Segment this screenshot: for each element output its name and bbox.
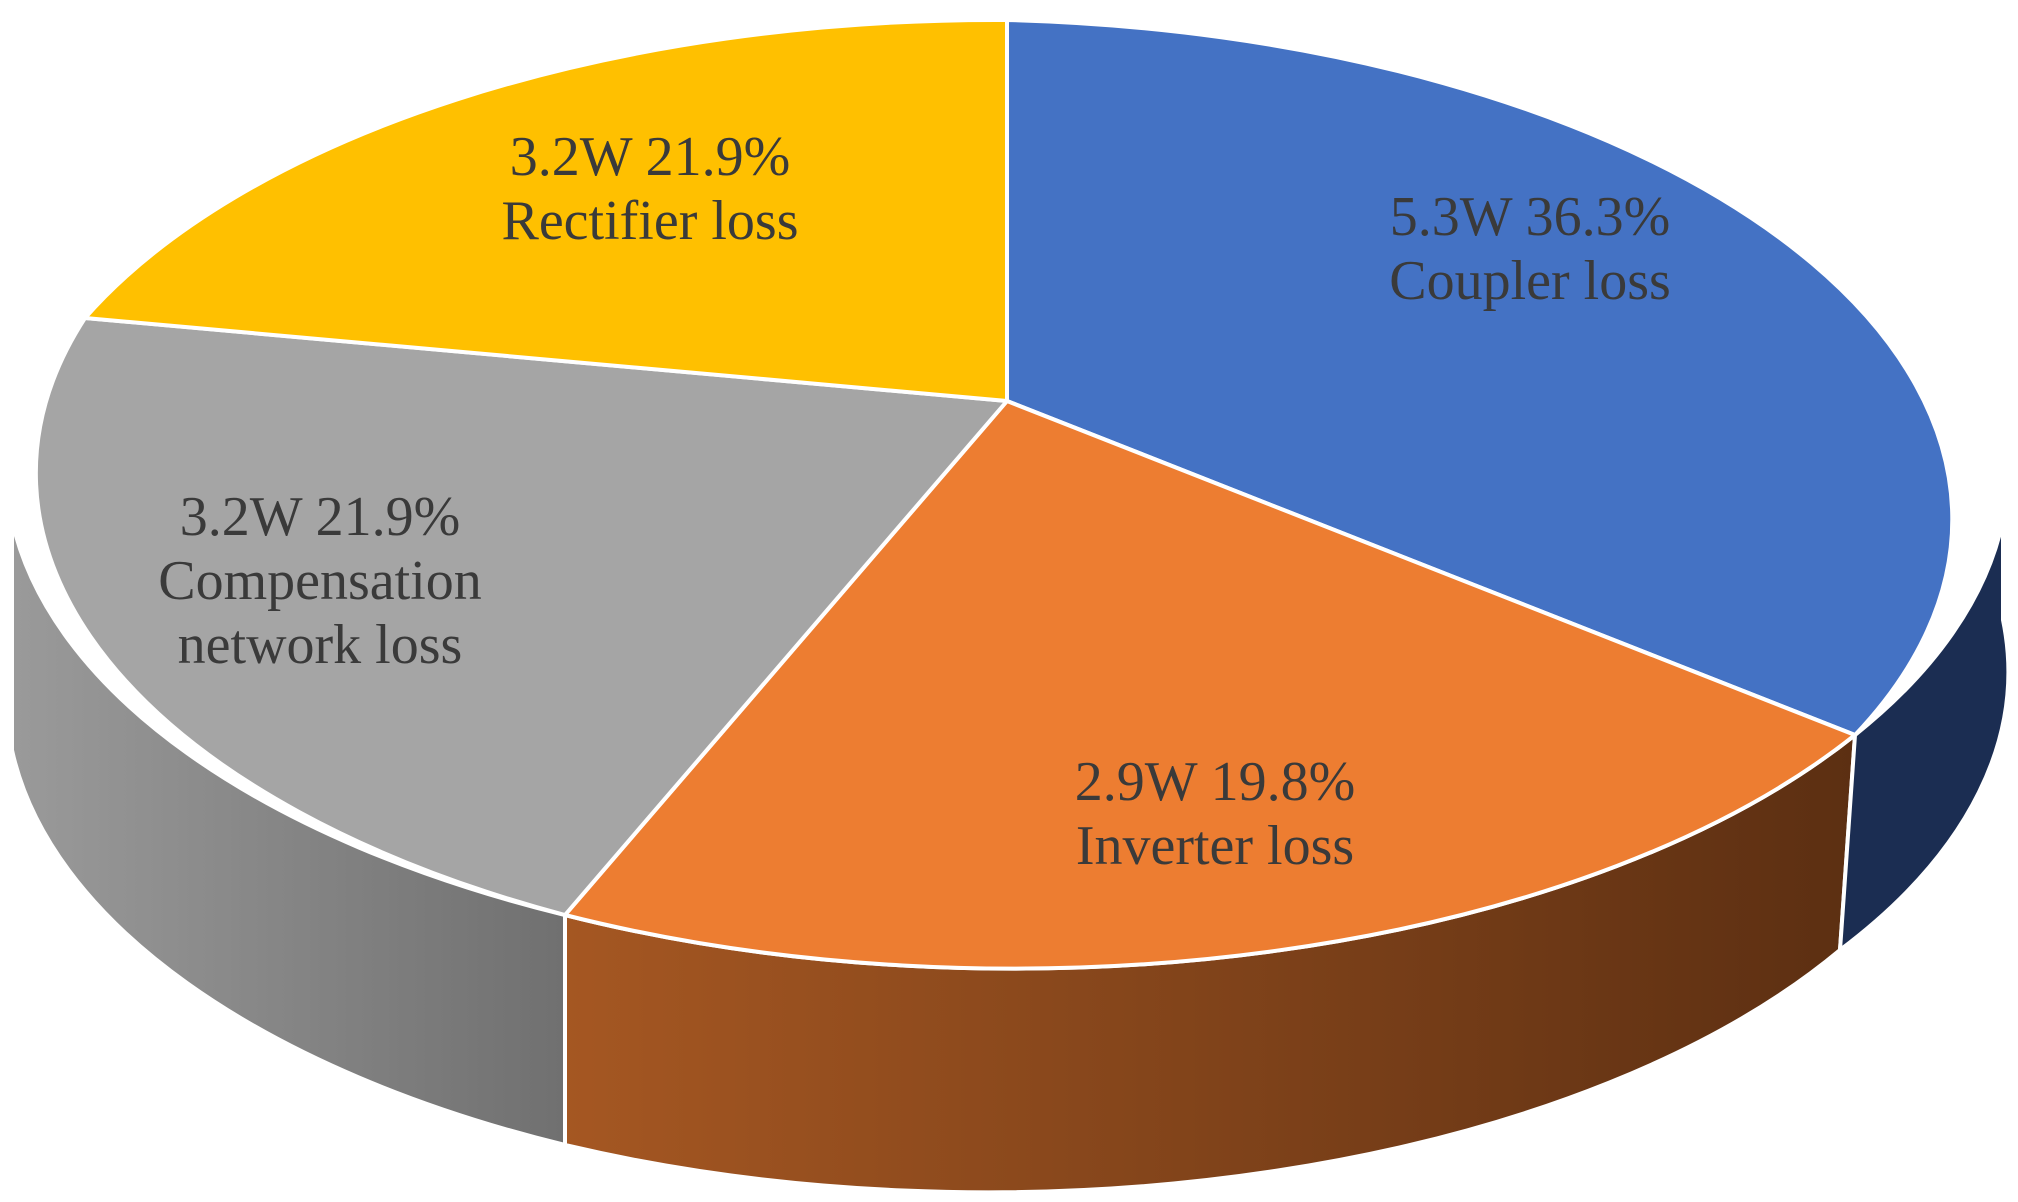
label-compensation-name-2: network loss [177,614,463,676]
label-inverter: 2.9W 19.8% Inverter loss [1015,750,1415,878]
label-inverter-value: 2.9W 19.8% [1074,751,1356,813]
slice-side-coupler [1837,519,2011,955]
label-coupler-value: 5.3W 36.3% [1389,186,1671,248]
label-coupler: 5.3W 36.3% Coupler loss [1330,185,1730,313]
label-rectifier: 3.2W 21.9% Rectifier loss [450,125,850,253]
label-compensation-value: 3.2W 21.9% [179,486,461,548]
label-rectifier-value: 3.2W 21.9% [509,126,791,188]
label-compensation-name-1: Compensation [158,550,482,612]
slice-compensation[interactable] [33,316,1009,917]
label-compensation: 3.2W 21.9% Compensation network loss [120,485,520,677]
slice-coupler[interactable] [1005,18,1955,737]
slice-rectifier[interactable] [83,17,1009,403]
label-rectifier-name: Rectifier loss [501,190,799,252]
label-coupler-name: Coupler loss [1389,250,1671,312]
label-inverter-name: Inverter loss [1075,815,1355,877]
